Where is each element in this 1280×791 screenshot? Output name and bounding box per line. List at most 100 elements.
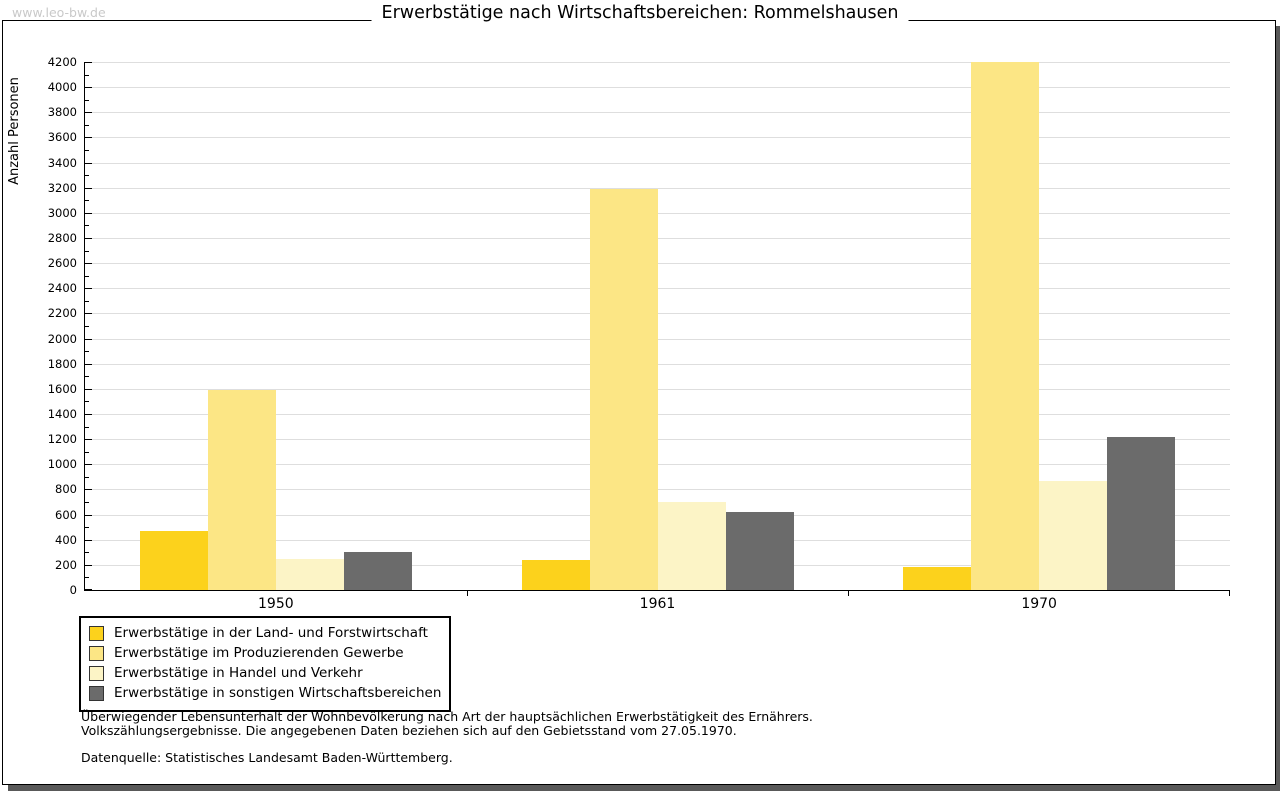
y-axis-minor-tick bbox=[85, 401, 89, 403]
gridline bbox=[85, 187, 1230, 189]
bar bbox=[343, 552, 412, 590]
y-axis-tick-label: 3400 bbox=[47, 155, 77, 170]
y-axis-minor-tick bbox=[85, 225, 89, 227]
y-axis-major-tick bbox=[85, 338, 92, 340]
legend-item: Erwerbstätige in Handel und Verkehr bbox=[89, 663, 441, 683]
y-axis-major-tick bbox=[85, 288, 92, 290]
gridline bbox=[85, 238, 1230, 239]
y-axis-minor-tick bbox=[85, 74, 89, 76]
y-axis-tick-label: 400 bbox=[55, 532, 77, 547]
footnote-line-2: Volkszählungsergebnisse. Die angegebenen… bbox=[81, 723, 737, 738]
y-axis-major-tick bbox=[85, 489, 92, 491]
y-axis-tick-label: 4200 bbox=[47, 55, 77, 69]
footnote-source: Datenquelle: Statistisches Landesamt Bad… bbox=[81, 750, 453, 765]
y-axis-tick-label: 200 bbox=[55, 557, 77, 572]
y-axis-major-tick bbox=[85, 564, 92, 566]
y-axis-minor-tick bbox=[85, 376, 89, 378]
y-axis-tick-label: 3800 bbox=[47, 105, 77, 120]
legend-swatch bbox=[89, 645, 104, 661]
y-axis-tick-label: 2200 bbox=[47, 306, 77, 321]
legend-label: Erwerbstätige in der Land- und Forstwirt… bbox=[114, 625, 428, 641]
y-axis-tick-label: 1000 bbox=[47, 457, 77, 472]
site-watermark: www.leo-bw.de bbox=[8, 5, 110, 20]
y-axis-major-tick bbox=[85, 464, 92, 466]
y-axis-major-tick bbox=[85, 112, 92, 114]
x-axis-tick bbox=[1229, 591, 1230, 596]
gridline bbox=[85, 388, 1230, 390]
y-axis-major-tick bbox=[85, 363, 92, 365]
legend-label: Erwerbstätige in Handel und Verkehr bbox=[114, 665, 363, 681]
gridline bbox=[85, 414, 1230, 415]
x-axis-category-label: 1950 bbox=[258, 596, 294, 612]
bar bbox=[275, 558, 344, 590]
y-axis-tick-label: 1400 bbox=[47, 407, 77, 421]
y-axis-major-tick bbox=[85, 539, 92, 541]
y-axis-minor-tick bbox=[85, 577, 89, 579]
gridline bbox=[85, 288, 1230, 290]
gridline bbox=[85, 112, 1230, 114]
y-axis-minor-tick bbox=[85, 502, 89, 503]
x-axis-tick bbox=[848, 591, 850, 596]
bar bbox=[1039, 480, 1108, 590]
footnote-line-1: Überwiegender Lebensunterhalt der Wohnbe… bbox=[81, 709, 813, 724]
y-axis-minor-tick bbox=[85, 476, 89, 478]
gridline bbox=[85, 313, 1230, 315]
y-axis-major-tick bbox=[85, 162, 92, 164]
chart-panel: Anzahl Personen 0 200 400 600 800 1000 1200 140… bbox=[2, 20, 1276, 785]
gridline bbox=[85, 363, 1230, 365]
y-axis-tick-label: 2000 bbox=[47, 331, 77, 346]
bar bbox=[521, 559, 590, 590]
y-axis-major-tick bbox=[85, 62, 92, 63]
y-axis-major-tick bbox=[85, 439, 92, 441]
y-axis-tick-label: 2800 bbox=[47, 231, 77, 245]
bar bbox=[139, 530, 208, 590]
bar bbox=[589, 188, 658, 590]
gridline bbox=[85, 439, 1230, 441]
gridline bbox=[85, 62, 1230, 63]
y-axis-minor-tick bbox=[85, 326, 89, 327]
y-axis-minor-tick bbox=[85, 300, 89, 302]
y-axis-tick-label: 1800 bbox=[47, 356, 77, 371]
y-axis-major-tick bbox=[85, 313, 92, 315]
y-axis-tick-label: 3000 bbox=[47, 205, 77, 220]
bar bbox=[903, 567, 972, 590]
y-axis-minor-tick bbox=[85, 175, 89, 177]
y-axis-major-tick bbox=[85, 187, 92, 189]
y-axis-minor-tick bbox=[85, 99, 89, 101]
y-axis-minor-tick bbox=[85, 150, 89, 151]
y-axis-major-tick bbox=[85, 414, 92, 415]
legend-swatch bbox=[89, 625, 104, 641]
bar bbox=[971, 62, 1040, 590]
legend-swatch bbox=[89, 685, 104, 701]
y-axis-major-tick bbox=[85, 212, 92, 214]
legend-label: Erwerbstätige im Produzierenden Gewerbe bbox=[114, 645, 404, 661]
footnotes: Überwiegender Lebensunterhalt der Wohnbe… bbox=[81, 710, 813, 765]
y-axis-minor-tick bbox=[85, 451, 89, 453]
bar bbox=[207, 390, 276, 590]
y-axis-minor-tick bbox=[85, 351, 89, 353]
y-axis-minor-tick bbox=[85, 250, 89, 252]
legend-item: Erwerbstätige im Produzierenden Gewerbe bbox=[89, 643, 441, 663]
legend-item: Erwerbstätige in der Land- und Forstwirt… bbox=[89, 623, 441, 643]
legend-swatch bbox=[89, 665, 104, 681]
gridline bbox=[85, 489, 1230, 491]
gridline bbox=[85, 87, 1230, 89]
y-axis-tick-label: 2600 bbox=[47, 256, 77, 271]
y-axis-minor-tick bbox=[85, 552, 89, 554]
gridline bbox=[85, 464, 1230, 466]
y-axis-tick-label: 3200 bbox=[47, 180, 77, 195]
y-axis-major-tick bbox=[85, 589, 92, 590]
x-axis-tick bbox=[466, 591, 468, 596]
y-axis-title: Anzahl Personen bbox=[7, 77, 22, 185]
y-axis-major-tick bbox=[85, 137, 92, 139]
x-axis-category-label: 1961 bbox=[639, 596, 676, 612]
gridline bbox=[85, 338, 1230, 340]
y-axis-tick-label: 800 bbox=[55, 482, 77, 497]
y-axis-tick-label: 2400 bbox=[47, 281, 77, 296]
y-axis-tick-label: 600 bbox=[55, 507, 77, 522]
chart-title: Erwerbstätige nach Wirtschaftsbereichen:… bbox=[371, 3, 909, 23]
y-axis-minor-tick bbox=[85, 426, 89, 428]
gridline bbox=[85, 212, 1230, 214]
y-axis-major-tick bbox=[85, 87, 92, 89]
